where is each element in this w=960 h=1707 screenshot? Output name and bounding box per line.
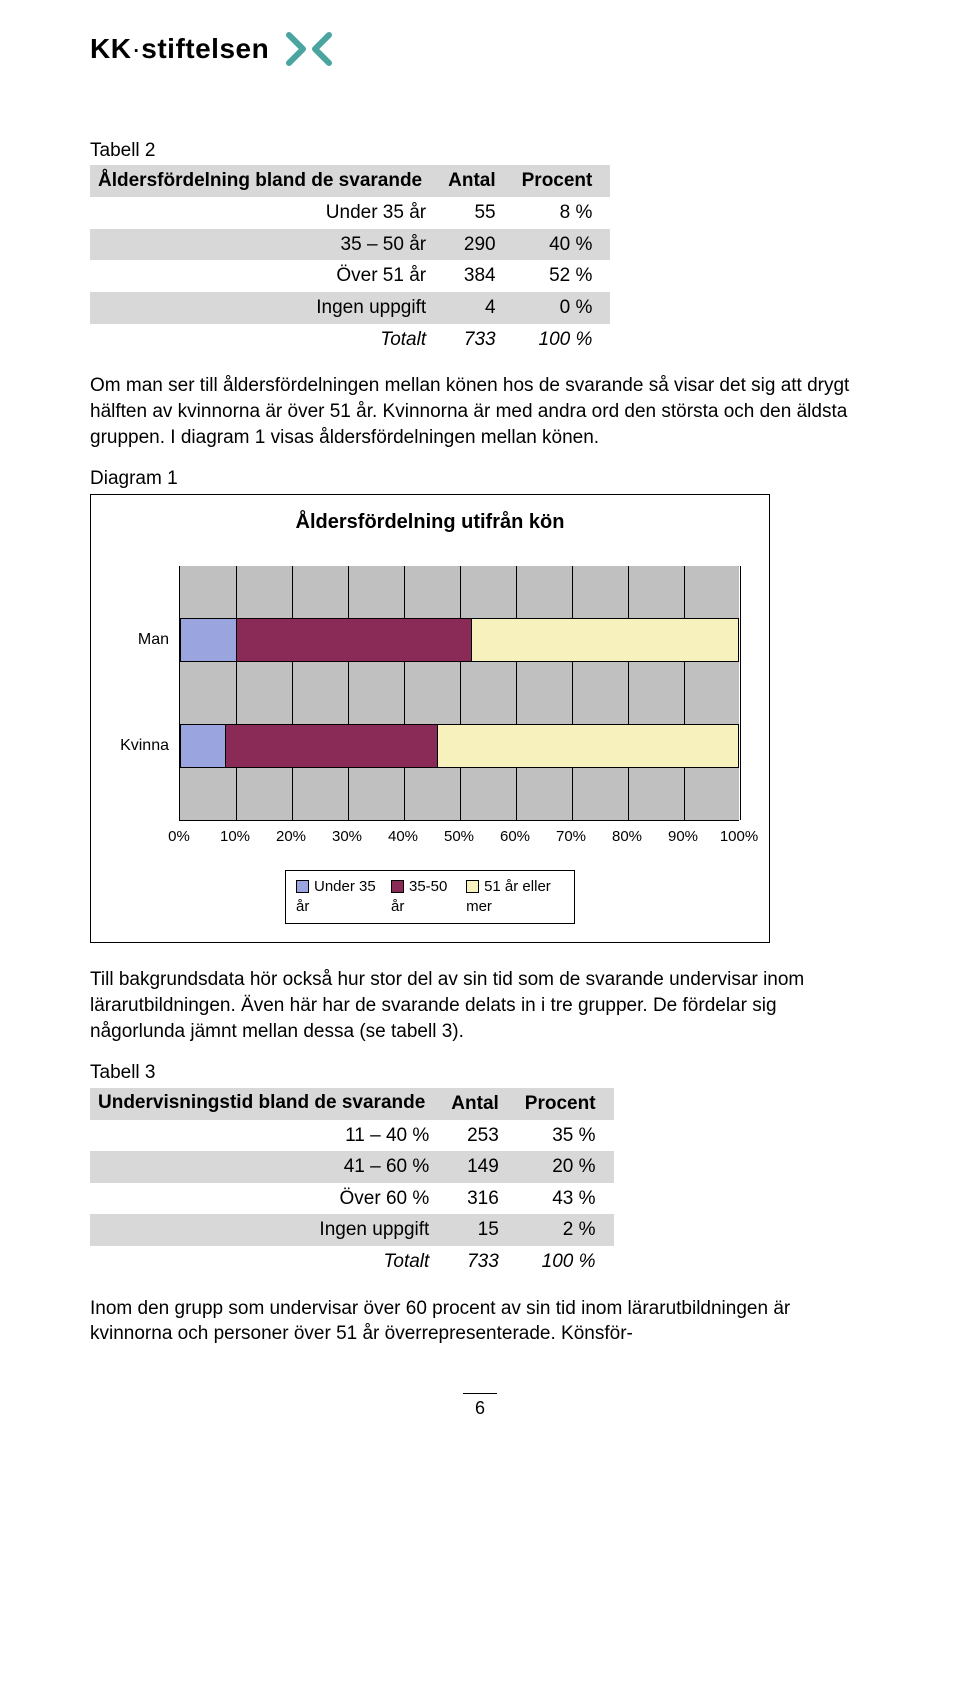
table-row: Ingen uppgift 4 0 %	[90, 292, 610, 324]
table-row: 11 – 40 % 253 35 %	[90, 1120, 614, 1152]
chart-bar-segment	[471, 618, 739, 662]
chart-bar-segment	[180, 618, 236, 662]
legend-item: 35-50 år	[391, 877, 454, 918]
chart-xtick: 90%	[668, 827, 698, 847]
paragraph-2: Till bakgrundsdata hör också hur stor de…	[90, 967, 870, 1044]
chart-xtick: 20%	[276, 827, 306, 847]
chart-xtick: 10%	[220, 827, 250, 847]
chart-alders-kon: Åldersfördelning utifrån kön Man Kvinna	[90, 494, 770, 944]
chart-legend: Under 35 år 35-50 år 51 år eller mer	[285, 870, 575, 925]
legend-item: 51 år eller mer	[466, 877, 564, 918]
chart-xtick: 70%	[556, 827, 586, 847]
table-row: Över 60 % 316 43 %	[90, 1183, 614, 1215]
table3: Undervisningstid bland de svarande Antal…	[90, 1088, 614, 1278]
chart-xtick: 50%	[444, 827, 474, 847]
page-number: 6	[90, 1393, 870, 1420]
table-row: 41 – 60 % 149 20 %	[90, 1151, 614, 1183]
chart-bar-segment	[180, 724, 225, 768]
chart-xtick: 80%	[612, 827, 642, 847]
paragraph-1: Om man ser till åldersfördelningen mella…	[90, 373, 870, 450]
table-row: Ingen uppgift 15 2 %	[90, 1214, 614, 1246]
table3-caption: Tabell 3	[90, 1060, 870, 1086]
table-row: Under 35 år 55 8 %	[90, 197, 610, 229]
logo-stiftelsen: stiftelsen	[141, 33, 269, 64]
table2-col-procent: Procent	[514, 165, 611, 197]
table2-caption: Tabell 2	[90, 138, 870, 164]
logo-text: KK·stiftelsen	[90, 30, 269, 68]
chart-bar-segment	[236, 618, 471, 662]
table2: Åldersfördelning bland de svarande Antal…	[90, 165, 610, 355]
table3-col-procent: Procent	[517, 1088, 614, 1120]
paragraph-3: Inom den grupp som undervisar över 60 pr…	[90, 1296, 870, 1347]
chart-xtick: 60%	[500, 827, 530, 847]
table-row-total: Totalt 733 100 %	[90, 1246, 614, 1278]
table2-col-antal: Antal	[440, 165, 514, 197]
chart-bar-segment	[225, 724, 437, 768]
chart-xtick: 40%	[388, 827, 418, 847]
brand-logo: KK·stiftelsen	[90, 30, 870, 68]
chart-xtick: 100%	[720, 827, 758, 847]
table-row: Över 51 år 384 52 %	[90, 260, 610, 292]
table3-col-antal: Antal	[443, 1088, 517, 1120]
chart-xaxis: 0%10%20%30%40%50%60%70%80%90%100%	[179, 820, 739, 848]
chart-bar-segment	[437, 724, 739, 768]
chart-title: Åldersfördelning utifrån kön	[107, 509, 753, 536]
chart-ylabel-kvinna: Kvinna	[107, 714, 179, 778]
chart-xtick: 30%	[332, 827, 362, 847]
legend-item: Under 35 år	[296, 877, 379, 918]
logo-kk: KK	[90, 33, 131, 64]
chart-xtick: 0%	[168, 827, 190, 847]
chart-ylabel-man: Man	[107, 608, 179, 672]
table3-header-label: Undervisningstid bland de svarande	[98, 1092, 425, 1113]
table-row: 35 – 50 år 290 40 %	[90, 229, 610, 261]
table-row-total: Totalt 733 100 %	[90, 324, 610, 356]
diagram1-caption: Diagram 1	[90, 466, 870, 492]
chart-ylabel-man	[107, 566, 179, 608]
table2-header-label: Åldersfördelning bland de svarande	[98, 170, 422, 191]
logo-chevrons-icon	[285, 31, 341, 67]
